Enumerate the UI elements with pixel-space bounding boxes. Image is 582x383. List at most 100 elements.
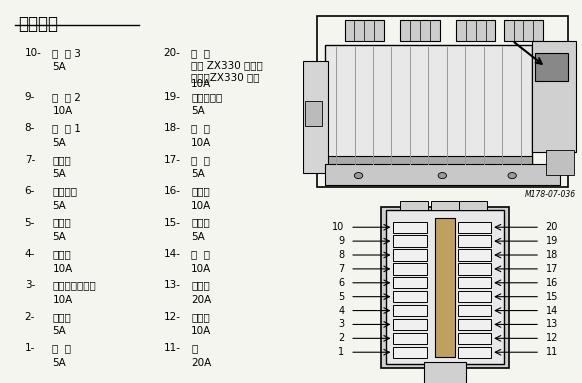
Text: 19-: 19- (164, 92, 180, 102)
Text: 16: 16 (546, 278, 558, 288)
Text: 加热器: 加热器 (191, 280, 210, 290)
Text: 1: 1 (338, 347, 345, 357)
Bar (546, 150, 574, 175)
Text: 11: 11 (546, 347, 558, 357)
Bar (457, 333, 491, 344)
Text: 5: 5 (338, 292, 345, 302)
Bar (457, 277, 491, 288)
Text: 10A: 10A (191, 264, 211, 273)
Text: 3: 3 (338, 319, 345, 329)
Text: 辉光继电器: 辉光继电器 (191, 92, 222, 102)
Text: 5A: 5A (191, 232, 205, 242)
Bar (457, 222, 491, 233)
Bar (457, 291, 491, 302)
Text: 9: 9 (338, 236, 345, 246)
Bar (393, 291, 427, 302)
Text: 发动机控制马达: 发动机控制马达 (52, 280, 96, 290)
Text: 11-: 11- (164, 343, 180, 353)
Text: 补  助: 补 助 (191, 123, 210, 133)
Text: 20A: 20A (191, 358, 211, 368)
Text: 7: 7 (338, 264, 345, 274)
Text: 10A: 10A (191, 326, 211, 336)
Text: 2-: 2- (24, 312, 35, 322)
Bar (303, 61, 328, 172)
Bar (424, 362, 466, 383)
Text: 17-: 17- (164, 155, 180, 165)
Bar (457, 263, 491, 275)
Bar (400, 201, 428, 210)
Text: 5A: 5A (52, 138, 66, 148)
Bar (345, 20, 384, 41)
Text: 15: 15 (546, 292, 558, 302)
Bar (393, 263, 427, 275)
Bar (381, 206, 509, 368)
Bar (393, 222, 427, 233)
Text: 空调机: 空调机 (52, 155, 71, 165)
Text: 5A: 5A (52, 358, 66, 368)
Text: 选  购 3: 选 购 3 (52, 48, 81, 58)
Bar (457, 236, 491, 247)
Text: 喇  叭: 喇 叭 (191, 249, 210, 259)
Text: 20-: 20- (164, 48, 180, 58)
Text: 选  购 2: 选 购 2 (52, 92, 81, 102)
Text: 5A: 5A (52, 201, 66, 211)
Bar (386, 210, 504, 364)
Text: 灯: 灯 (191, 343, 197, 353)
Bar (325, 45, 532, 167)
Text: 1-: 1- (24, 343, 35, 353)
Text: 5A: 5A (191, 106, 205, 116)
Text: 12: 12 (546, 333, 558, 343)
Text: 10A: 10A (191, 79, 211, 88)
Text: 5A: 5A (191, 169, 205, 179)
Text: 9-: 9- (24, 92, 35, 102)
Bar (534, 53, 568, 81)
Text: 16-: 16- (164, 186, 180, 196)
Text: 8: 8 (338, 250, 345, 260)
Text: 点烟器: 点烟器 (191, 186, 210, 196)
Text: 5A: 5A (52, 169, 66, 179)
Text: 10A: 10A (191, 201, 211, 211)
Bar (457, 249, 491, 261)
Text: 5A: 5A (52, 232, 66, 242)
Bar (393, 333, 427, 344)
Text: 8-: 8- (24, 123, 35, 133)
Bar (306, 101, 322, 126)
Text: 10A: 10A (52, 106, 73, 116)
Bar (393, 249, 427, 261)
Text: 4: 4 (338, 306, 345, 316)
Text: 19: 19 (546, 236, 558, 246)
Bar (393, 319, 427, 330)
Bar (400, 20, 439, 41)
Text: 6-: 6- (24, 186, 35, 196)
Circle shape (508, 172, 516, 178)
Text: 收音机: 收音机 (191, 218, 210, 228)
Bar (532, 41, 576, 152)
Text: 5A: 5A (52, 62, 66, 72)
Circle shape (354, 172, 363, 178)
Text: （除 ZX330 组外）: （除 ZX330 组外） (191, 60, 263, 70)
Bar (456, 20, 495, 41)
Text: 10-: 10- (24, 48, 41, 58)
Text: 6: 6 (338, 278, 345, 288)
Bar (325, 164, 560, 185)
Text: 5-: 5- (24, 218, 35, 228)
Text: 20: 20 (546, 222, 558, 232)
Text: 7-: 7- (24, 155, 35, 165)
Text: 17: 17 (546, 264, 558, 274)
Text: 保险丝盒: 保险丝盒 (19, 15, 59, 33)
Text: 20A: 20A (191, 295, 211, 305)
Text: 备  用: 备 用 (191, 48, 210, 58)
Text: 10A: 10A (52, 295, 73, 305)
Text: 后  备: 后 备 (52, 343, 72, 353)
Text: 选  购 1: 选 购 1 (52, 123, 81, 133)
Text: 5A: 5A (52, 326, 66, 336)
Circle shape (438, 172, 446, 178)
Text: M178-07-036: M178-07-036 (526, 190, 576, 199)
Text: 18-: 18- (164, 123, 180, 133)
Text: 开关盒: 开关盒 (52, 218, 71, 228)
Bar (504, 20, 543, 41)
Text: 14-: 14- (164, 249, 180, 259)
Text: 室  灯: 室 灯 (191, 155, 210, 165)
Bar (435, 218, 455, 357)
Text: 刮水器: 刮水器 (191, 312, 210, 322)
